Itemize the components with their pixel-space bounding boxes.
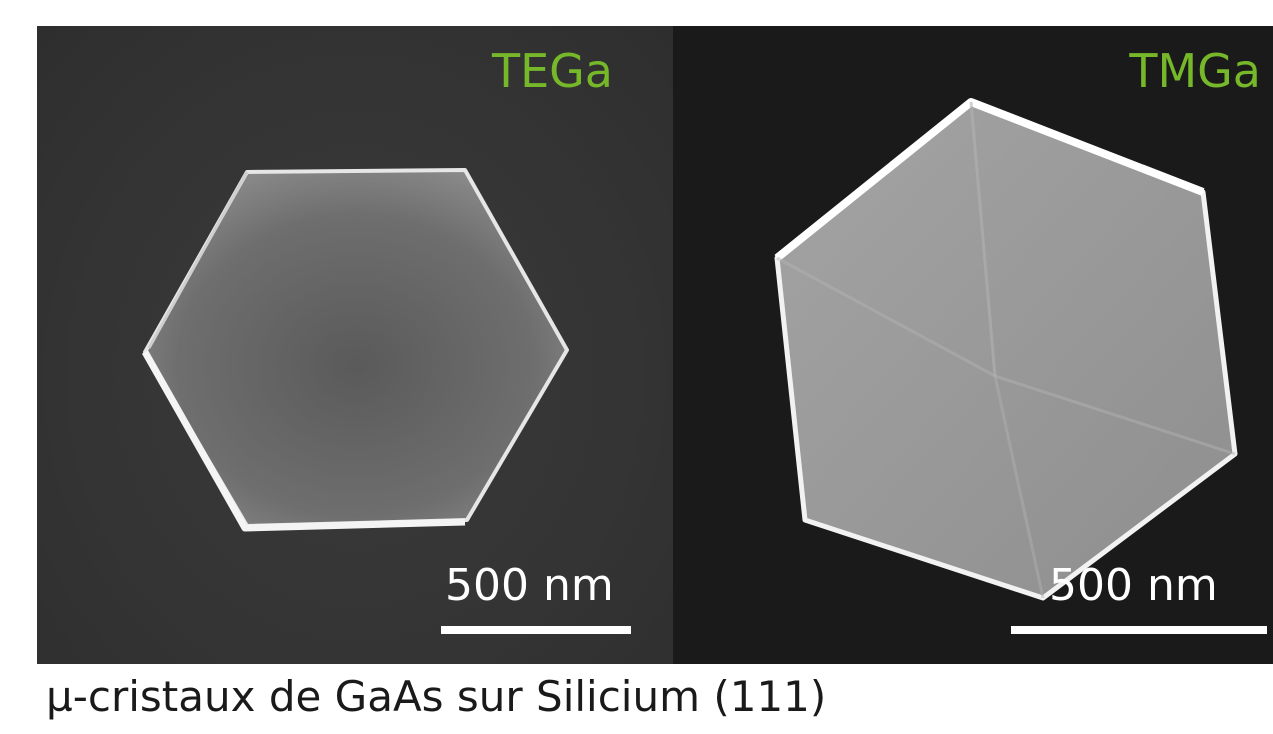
figure-caption: µ-cristaux de GaAs sur Silicium (111) (46, 672, 827, 721)
scale-bar-label: 500 nm (1049, 560, 1218, 611)
hexagonal-crystal-tega (141, 168, 569, 532)
sem-panel-tmga: TMGa 500 nm (673, 26, 1273, 664)
sem-panel-tega: TEGa 500 nm (37, 26, 673, 664)
scale-bar (441, 626, 631, 634)
hexagonal-crystal-tmga (774, 98, 1238, 601)
scale-bar (1011, 626, 1267, 634)
panel-label-tmga: TMGa (1129, 44, 1261, 98)
scale-bar-label: 500 nm (445, 560, 614, 611)
panel-label-tega: TEGa (492, 44, 613, 98)
